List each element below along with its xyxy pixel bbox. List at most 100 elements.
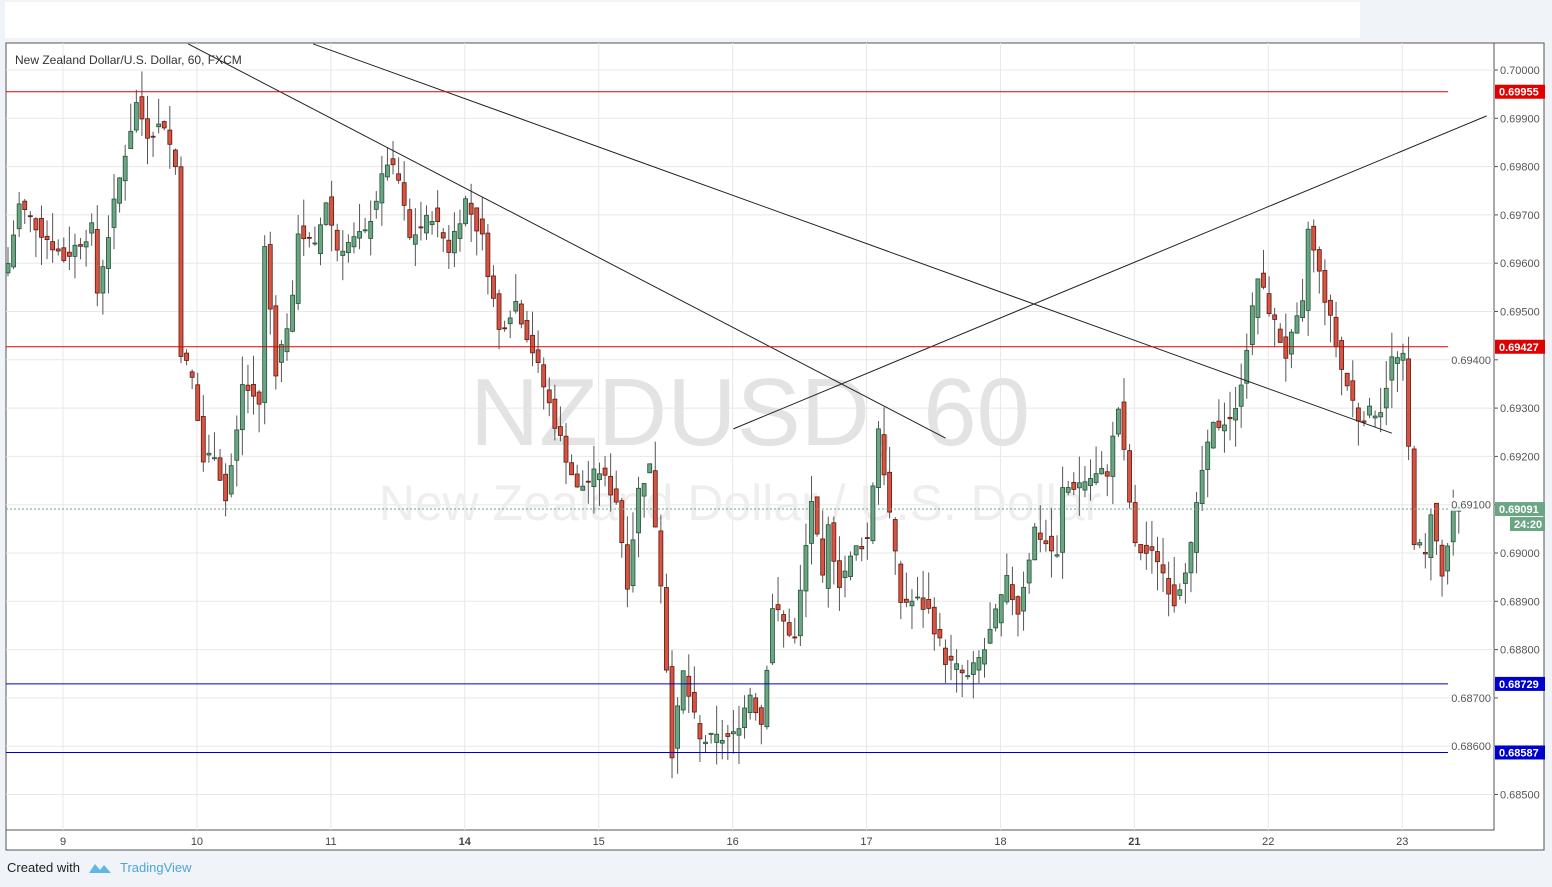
candle-up <box>1032 526 1038 561</box>
candle-down <box>686 675 692 697</box>
y-tick-label: 0.69400 <box>1451 355 1491 367</box>
candle-down <box>256 391 262 405</box>
candle-up <box>597 473 602 481</box>
candle-down <box>78 244 83 247</box>
candle-down <box>1043 540 1049 545</box>
y-tick-label: 0.69600 <box>1500 258 1540 270</box>
candle-down <box>22 200 28 210</box>
candle-down <box>1166 578 1172 595</box>
candle-down <box>33 218 39 231</box>
candle-down <box>569 462 574 476</box>
candle-up <box>507 317 513 325</box>
candle-up <box>228 465 234 495</box>
candle-up <box>1400 352 1406 361</box>
candle-down <box>959 669 965 674</box>
candle-up <box>1255 278 1261 318</box>
candle-up <box>736 728 742 736</box>
candle-down <box>831 522 837 562</box>
candle-down <box>301 225 307 240</box>
candle-up <box>842 570 848 579</box>
candle-up <box>100 266 106 294</box>
candle-up <box>703 741 708 745</box>
candle-up <box>742 707 747 729</box>
candle-down <box>814 496 820 535</box>
candle-down <box>948 655 954 661</box>
candle-down <box>658 530 664 587</box>
candle-down <box>1311 225 1317 251</box>
candle-down <box>1344 372 1350 387</box>
candle-up <box>915 596 920 599</box>
candle-up <box>993 608 999 629</box>
candle-down <box>1316 249 1322 272</box>
candle-up <box>1054 554 1060 557</box>
candle-up <box>1210 421 1216 449</box>
candle-down <box>468 202 474 215</box>
candle-up <box>764 669 770 728</box>
y-tick-label: 0.69800 <box>1500 162 1540 174</box>
candle-down <box>161 121 167 129</box>
candle-down <box>669 666 675 759</box>
candle-down <box>574 473 580 488</box>
candle-down <box>55 248 61 252</box>
candle-up <box>1445 545 1451 572</box>
candle-up <box>580 485 586 491</box>
candle-up <box>513 301 519 312</box>
candle-up <box>318 224 323 254</box>
y-tick-label: 0.69500 <box>1500 307 1540 319</box>
candle-up <box>853 545 859 556</box>
candle-down <box>1149 546 1155 551</box>
candle-down <box>273 305 279 377</box>
candle-up <box>770 608 775 664</box>
candle-down <box>585 480 591 483</box>
candle-down <box>407 209 413 238</box>
candle-down <box>837 560 842 588</box>
candle-up <box>970 662 976 675</box>
candle-down <box>39 217 44 238</box>
y-tick-label: 0.68900 <box>1500 596 1540 608</box>
candle-up <box>1082 481 1088 491</box>
candle-up <box>1395 357 1400 364</box>
candle-down <box>1227 416 1233 420</box>
candle-down <box>619 500 625 544</box>
candle-up <box>362 229 368 232</box>
candle-up <box>89 222 95 234</box>
trend-line <box>188 43 946 439</box>
y-tick-label: 0.69300 <box>1500 403 1540 415</box>
candle-up <box>1238 384 1244 407</box>
candle-up <box>797 589 803 637</box>
candle-up <box>1060 487 1066 553</box>
candle-up <box>1289 331 1294 355</box>
candle-up <box>1182 572 1188 584</box>
candle-down <box>440 232 446 239</box>
countdown-badge <box>1510 517 1545 532</box>
candle-down <box>1422 552 1428 555</box>
y-tick-label: 0.68700 <box>1451 693 1491 705</box>
candle-down <box>390 158 396 166</box>
price-label-badge <box>1495 745 1545 760</box>
candle-down <box>1138 544 1144 554</box>
candle-down <box>558 426 563 436</box>
candle-up <box>212 457 217 460</box>
candle-down <box>50 241 56 251</box>
tradingview-link[interactable]: TradingView <box>119 860 192 875</box>
x-tick-label: 21 <box>1128 836 1140 848</box>
candle-down <box>753 697 759 714</box>
candle-down <box>1171 584 1177 607</box>
trend-line <box>313 43 1393 434</box>
candle-down <box>1261 272 1266 288</box>
candle-up <box>1177 589 1183 596</box>
candle-down <box>1071 481 1077 490</box>
candle-up <box>1021 586 1026 612</box>
candle-down <box>552 398 558 429</box>
x-tick-label: 18 <box>994 836 1006 848</box>
candle-up <box>122 155 128 182</box>
candle-down <box>223 473 229 502</box>
candle-down <box>1010 584 1015 600</box>
candle-up <box>714 733 720 743</box>
candle-up <box>368 221 374 239</box>
candle-down <box>691 691 697 713</box>
y-tick-label: 0.69100 <box>1451 500 1491 512</box>
candle-up <box>128 130 134 150</box>
candle-up <box>206 452 212 456</box>
